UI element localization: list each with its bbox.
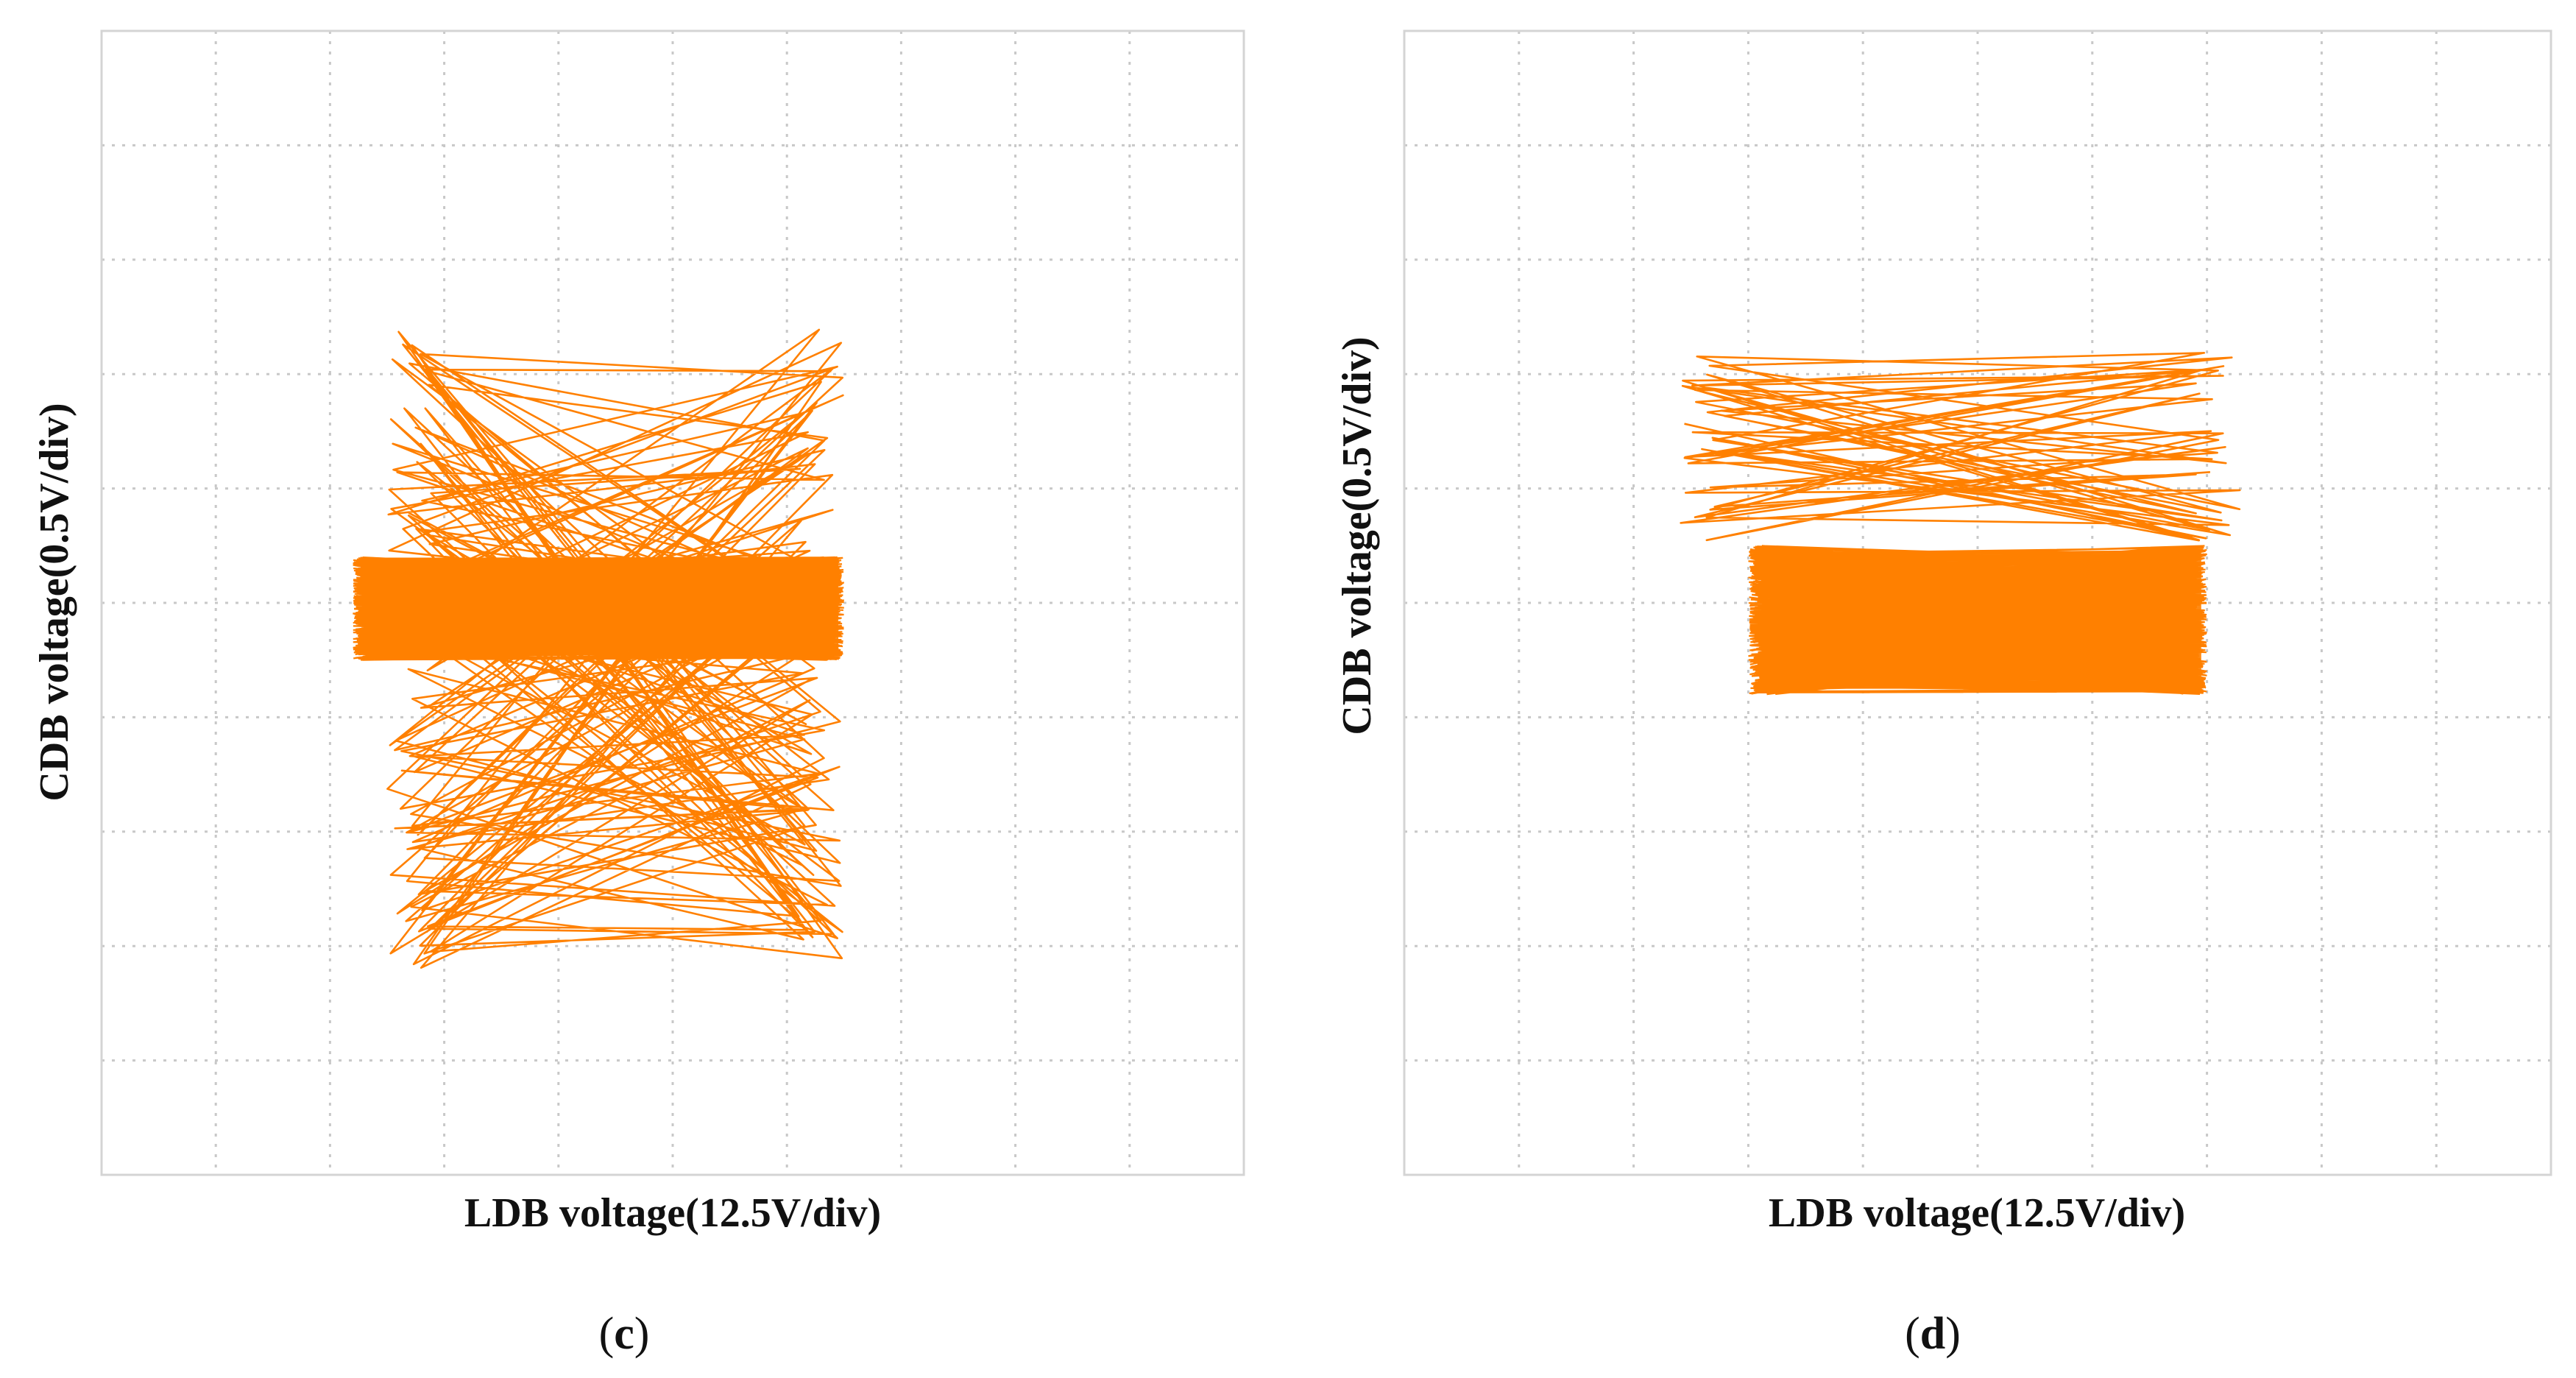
panel-d-caption: (d) (1905, 1309, 1961, 1359)
panel-c-plot (100, 29, 1245, 1176)
trace-excursions (1680, 352, 2241, 542)
panel-d-ylabel: CDB voltage(0.5V/div) (1334, 336, 1380, 735)
panel-c-caption-close: ) (634, 1309, 650, 1359)
panel-c-caption: (c) (599, 1309, 650, 1359)
panel-c-frame (100, 29, 1245, 1176)
panel-c-trace (353, 328, 844, 969)
trace-excursions (386, 328, 844, 969)
panel-c-xlabel: LDB voltage(12.5V/div) (464, 1190, 881, 1236)
panel-c-ylabel: CDB voltage(0.5V/div) (32, 403, 77, 801)
panel-d-xlabel: LDB voltage(12.5V/div) (1769, 1190, 2185, 1236)
panel-c-caption-open: ( (599, 1309, 615, 1359)
panel-d-frame (1403, 29, 2552, 1176)
panel-d-plot (1403, 29, 2552, 1176)
panel-d-caption-open: ( (1905, 1309, 1920, 1359)
panel-c-caption-letter: c (614, 1309, 634, 1359)
panel-d-caption-letter: d (1920, 1309, 1945, 1359)
panel-d-caption-close: ) (1945, 1309, 1961, 1359)
trace-band-core (1762, 551, 2201, 689)
panel-d-trace (1680, 352, 2241, 696)
